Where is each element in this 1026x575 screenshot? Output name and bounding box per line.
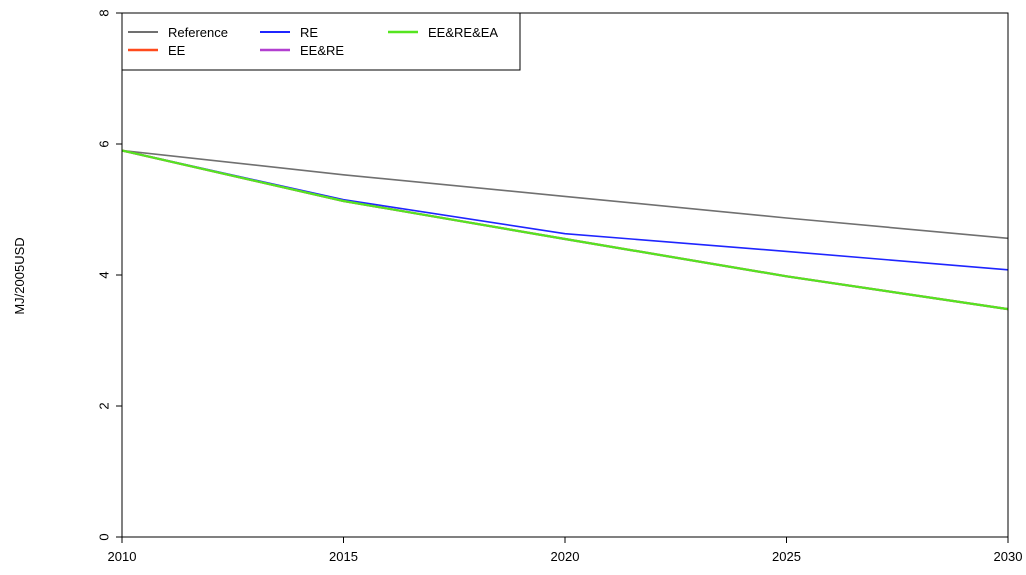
legend-item: EE [128, 43, 186, 58]
legend-label: EE&RE&EA [428, 25, 498, 40]
x-tick-label: 2020 [551, 549, 580, 564]
series-line-ee [121, 149, 1009, 311]
legend-item: EE&RE&EA [388, 25, 498, 40]
legend-item: RE [260, 25, 318, 40]
legend-label: EE [168, 43, 186, 58]
y-tick-label: 8 [97, 9, 112, 16]
legend-label: EE&RE [300, 43, 344, 58]
y-axis-title: MJ/2005USD [12, 237, 27, 314]
legend-box [121, 12, 521, 71]
legend: Reference EE RE EE&RE EE&RE&EA [121, 12, 521, 71]
series-line-ee-re [121, 149, 1009, 311]
plot-frame [121, 12, 1009, 538]
x-tick-label: 2015 [329, 549, 358, 564]
legend-label: RE [300, 25, 318, 40]
series-layer [121, 149, 1009, 311]
series-line-reference [121, 149, 1009, 240]
series-line-ee-re-ea [121, 149, 1009, 311]
y-tick-label: 2 [97, 402, 112, 409]
legend-label: Reference [168, 25, 228, 40]
x-tick-label: 2030 [994, 549, 1023, 564]
y-tick-label: 6 [97, 140, 112, 147]
y-tick-label: 0 [97, 533, 112, 540]
x-axis: 2010 2015 2020 2025 2030 [108, 537, 1023, 564]
y-axis: 0 2 4 6 8 [97, 9, 122, 541]
y-tick-label: 4 [97, 271, 112, 278]
series-line-re [121, 149, 1009, 271]
x-tick-label: 2025 [772, 549, 801, 564]
legend-item: Reference [128, 25, 228, 40]
legend-item: EE&RE [260, 43, 344, 58]
x-tick-label: 2010 [108, 549, 137, 564]
